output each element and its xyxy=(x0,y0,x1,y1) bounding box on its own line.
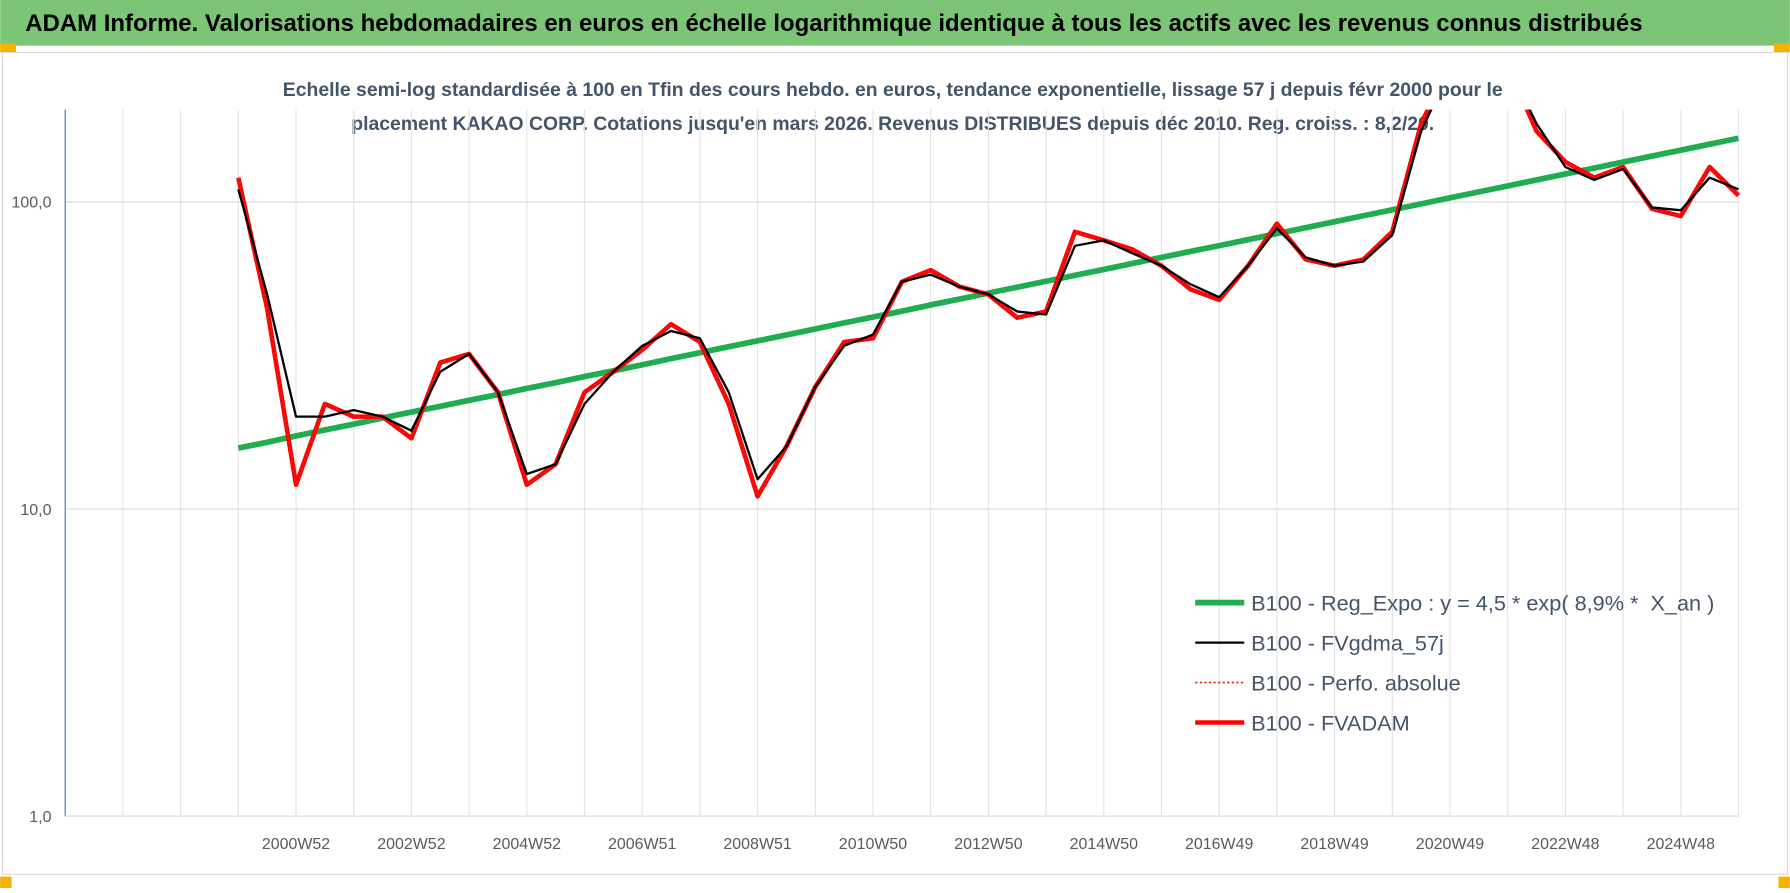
corner-mark xyxy=(0,43,17,53)
legend-label: B100 - FVgdma_57j xyxy=(1251,631,1444,656)
y-tick-label: 10,0 xyxy=(20,502,51,519)
x-tick-label: 2012W50 xyxy=(954,836,1022,853)
legend-label: B100 - FVADAM xyxy=(1251,710,1410,735)
x-tick-label: 2024W48 xyxy=(1647,836,1715,853)
page-title: ADAM Informe. Valorisations hebdomadaire… xyxy=(25,10,1642,37)
grid: 1,0 10,0 100,0 2000W52 2002W52 2004W52 2006W51… xyxy=(12,109,1740,853)
legend: B100 - Reg_Expo : y = 4,5 * exp( 8,9% * … xyxy=(1195,591,1714,735)
chart-subtitle: Echelle semi-log standardisée à 100 en T… xyxy=(283,79,1503,101)
corner-mark xyxy=(1778,876,1790,888)
x-tick-label: 2000W52 xyxy=(262,836,330,853)
corner-mark xyxy=(0,876,12,888)
x-tick-label: 2008W51 xyxy=(723,836,791,853)
header-bar xyxy=(0,0,1790,46)
x-tick-label: 2020W49 xyxy=(1416,836,1484,853)
x-tick-label: 2016W49 xyxy=(1185,836,1253,853)
x-tick-label: 2010W50 xyxy=(839,836,907,853)
y-tick-label: 100,0 xyxy=(12,195,52,212)
series-line xyxy=(237,109,1739,481)
chart-subtitle: placement KAKAO CORP. Cotations jusqu'en… xyxy=(351,113,1434,135)
x-tick-label: 2004W52 xyxy=(493,836,561,853)
x-tick-label: 2002W52 xyxy=(377,836,445,853)
legend-label: B100 - Perfo. absolue xyxy=(1251,671,1461,696)
x-tick-label: 2022W48 xyxy=(1531,836,1599,853)
y-tick-label: 1,0 xyxy=(29,809,51,826)
corner-mark xyxy=(1773,43,1790,53)
legend-label: B100 - Reg_Expo : y = 4,5 * exp( 8,9% * … xyxy=(1251,591,1714,616)
x-tick-label: 2018W49 xyxy=(1300,836,1368,853)
x-tick-label: 2006W51 xyxy=(608,836,676,853)
plot-area xyxy=(236,109,1741,499)
chart-border xyxy=(1,51,1789,875)
x-tick-label: 2014W50 xyxy=(1070,836,1138,853)
